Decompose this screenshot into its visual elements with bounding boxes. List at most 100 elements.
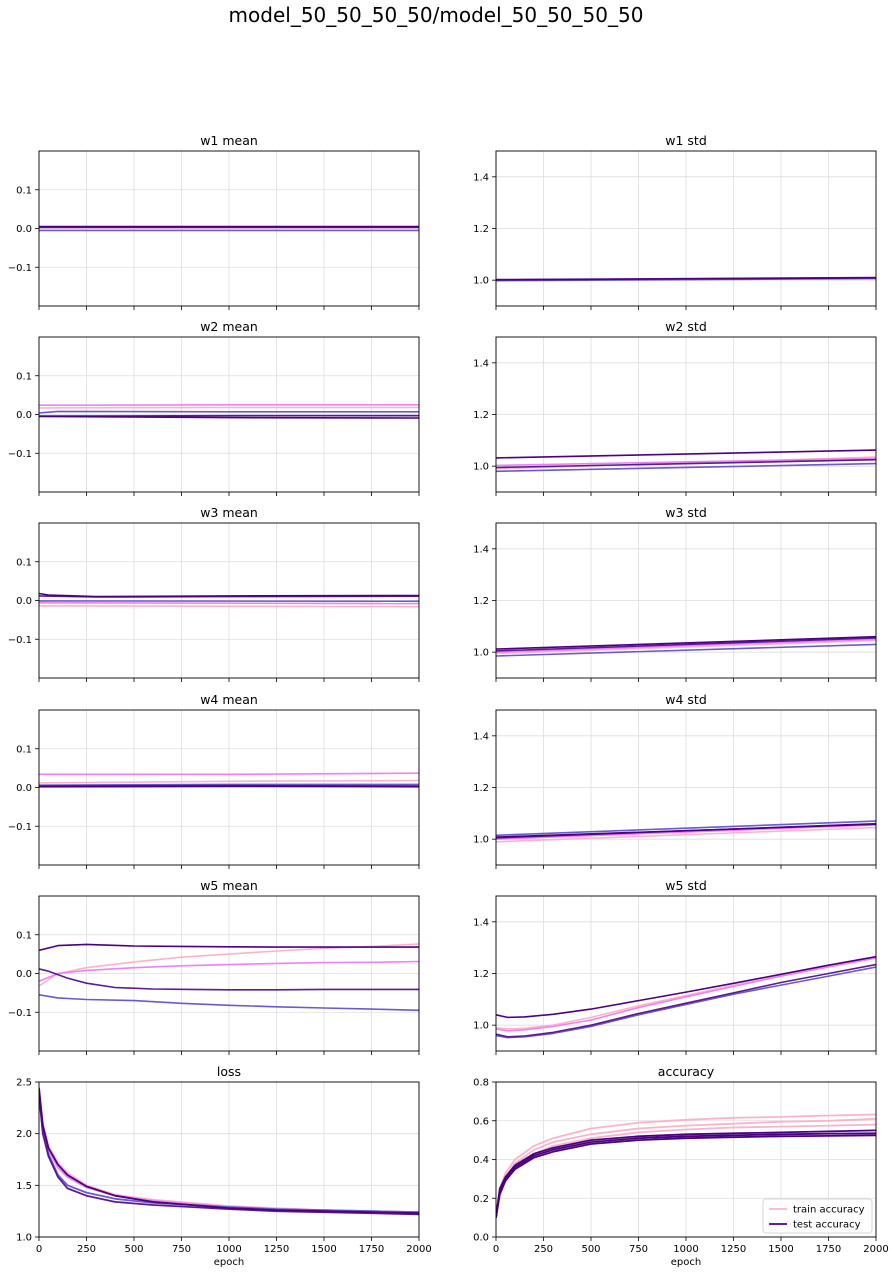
y-tick-label: 0.0 [16, 783, 32, 794]
y-tick-label: 1.4 [473, 544, 489, 555]
x-tick-label: 1250 [264, 1244, 289, 1255]
y-tick-label: 1.0 [473, 276, 489, 287]
series-group [496, 635, 876, 657]
y-tick-label: 1.0 [473, 835, 489, 846]
subplot-title: w5 mean [200, 878, 258, 893]
x-tick-label: 250 [534, 1244, 553, 1255]
y-tick-label: 1.2 [473, 596, 489, 607]
y-tick-label: −0.1 [8, 635, 32, 646]
y-tick-label: 1.4 [473, 172, 489, 183]
series-line [496, 635, 876, 650]
x-tick-label: 2000 [863, 1244, 888, 1255]
series-group [39, 772, 419, 788]
subplot-title: w2 mean [200, 319, 258, 334]
y-tick-label: −0.1 [8, 822, 32, 833]
series-line [39, 783, 419, 787]
y-tick-label: 1.0 [473, 648, 489, 659]
y-tick-label: 1.4 [473, 731, 489, 742]
series-line [496, 820, 876, 837]
x-tick-label: 1500 [768, 1244, 793, 1255]
series-line [496, 449, 876, 459]
series-line [496, 1134, 876, 1218]
subplot-title: w1 mean [200, 133, 258, 148]
series-line [496, 823, 876, 838]
series-line [496, 826, 876, 843]
series-group [39, 943, 419, 1012]
series-line [496, 1113, 876, 1214]
series-line [496, 457, 876, 467]
x-tick-label: 500 [581, 1244, 600, 1255]
series-line [496, 955, 876, 1019]
subplot-title: w1 std [665, 133, 707, 148]
y-tick-label: 1.4 [473, 917, 489, 928]
series-group [39, 225, 419, 232]
y-tick-label: 2.5 [16, 1078, 32, 1089]
y-tick-label: 0.2 [473, 1194, 489, 1205]
y-tick-label: −0.1 [8, 1008, 32, 1019]
subplot-title: accuracy [658, 1064, 715, 1079]
series-line [496, 643, 876, 657]
y-tick-label: 2.0 [16, 1129, 32, 1140]
series-group [39, 403, 419, 419]
x-tick-label: 2000 [406, 1244, 431, 1255]
x-tick-label: 1250 [721, 1244, 746, 1255]
subplot-accuracy: 0 250 500 750 1000 1250 1500 1750 2000 0.0 0.2 0.4 0… [473, 1064, 889, 1268]
x-tick-label: 250 [77, 1244, 96, 1255]
series-line [39, 410, 419, 414]
x-tick-label: 0 [36, 1244, 42, 1255]
series-line [39, 772, 419, 776]
series-line [496, 639, 876, 655]
series-line [39, 1088, 419, 1215]
series-line [39, 601, 419, 605]
y-tick-label: 1.5 [16, 1181, 32, 1192]
y-tick-label: 1.0 [473, 462, 489, 473]
series-line [39, 960, 419, 983]
series-line [496, 1129, 876, 1218]
y-tick-label: 1.4 [473, 358, 489, 369]
subplot-w5-std: 1.0 1.2 1.4 w5 std [473, 878, 877, 1055]
series-line [39, 1094, 419, 1216]
x-tick-label: 1000 [673, 1244, 698, 1255]
x-tick-label: 1000 [216, 1244, 241, 1255]
series-line [496, 277, 876, 282]
series-group [496, 955, 876, 1039]
subplot-w3-mean: −0.1 0.0 0.1 w3 mean [8, 505, 420, 682]
series-line [496, 458, 876, 469]
subplot-title: w2 std [665, 319, 707, 334]
subplot-title: w3 std [665, 505, 707, 520]
series-line [496, 824, 876, 840]
y-tick-label: 0.6 [473, 1116, 489, 1127]
subplot-w1-std: 1.0 1.2 1.4 w1 std [473, 133, 877, 310]
series-group [496, 449, 876, 473]
subplot-title: loss [217, 1064, 241, 1079]
y-tick-label: 1.2 [473, 224, 489, 235]
series-line [496, 957, 876, 1032]
y-tick-label: −0.1 [8, 449, 32, 460]
subplot-w2-mean: −0.1 0.0 0.1 w2 mean [8, 319, 420, 496]
y-tick-label: 0.1 [16, 930, 32, 941]
y-tick-label: 0.0 [473, 1233, 489, 1244]
x-tick-label: 1750 [816, 1244, 841, 1255]
subplot-title: w4 mean [200, 692, 258, 707]
series-line [39, 943, 419, 952]
series-group [39, 1087, 419, 1216]
subplot-w4-std: 1.0 1.2 1.4 w4 std [473, 692, 877, 869]
series-line [496, 638, 876, 653]
series-line [496, 963, 876, 1038]
figure-suptitle: model_50_50_50_50/model_50_50_50_50 [229, 3, 644, 27]
y-tick-label: 0.0 [16, 969, 32, 980]
y-tick-label: 0.1 [16, 557, 32, 568]
y-tick-label: 1.2 [473, 783, 489, 794]
y-tick-label: 0.4 [473, 1155, 489, 1166]
series-line [39, 779, 419, 784]
y-tick-label: 1.2 [473, 969, 489, 980]
y-tick-label: 0.0 [16, 596, 32, 607]
series-group [496, 820, 876, 843]
subplot-title: w5 std [665, 878, 707, 893]
legend-entry-label: test accuracy [793, 1220, 861, 1231]
series-line [496, 637, 876, 652]
subplot-loss: 0 250 500 750 1000 1250 1500 1750 2000 1.0 1.5 2.0 2… [16, 1064, 432, 1268]
y-tick-label: 0.1 [16, 744, 32, 755]
